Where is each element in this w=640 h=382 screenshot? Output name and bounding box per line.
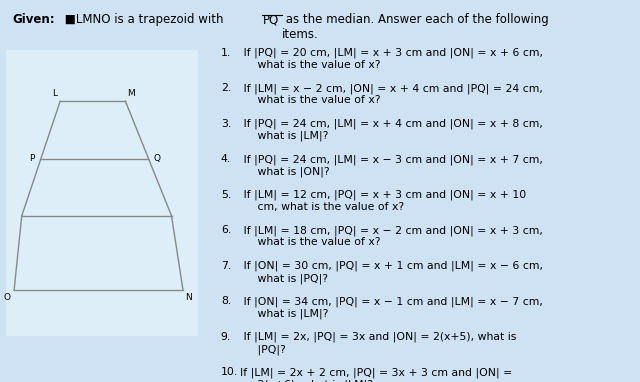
- Text: 3.: 3.: [221, 119, 231, 129]
- Text: PQ: PQ: [262, 13, 278, 26]
- Text: If |ON| = 30 cm, |PQ| = x + 1 cm and |LM| = x − 6 cm,
     what is |PQ|?: If |ON| = 30 cm, |PQ| = x + 1 cm and |LM…: [240, 261, 543, 283]
- Text: If |LM| = 2x + 2 cm, |PQ| = 3x + 3 cm and |ON| =
     2(x+6), what is |LM|?: If |LM| = 2x + 2 cm, |PQ| = 3x + 3 cm an…: [240, 367, 512, 382]
- Text: If |LM| = 2x, |PQ| = 3x and |ON| = 2(x+5), what is
     |PQ|?: If |LM| = 2x, |PQ| = 3x and |ON| = 2(x+5…: [240, 332, 516, 354]
- Text: M: M: [127, 89, 135, 98]
- Text: 6.: 6.: [221, 225, 231, 235]
- Text: O: O: [3, 293, 10, 303]
- Text: 2.: 2.: [221, 83, 231, 93]
- Text: If |ON| = 34 cm, |PQ| = x − 1 cm and |LM| = x − 7 cm,
     what is |LM|?: If |ON| = 34 cm, |PQ| = x − 1 cm and |LM…: [240, 296, 543, 319]
- Text: 1.: 1.: [221, 48, 231, 58]
- FancyBboxPatch shape: [6, 50, 198, 336]
- Text: Given:: Given:: [13, 13, 56, 26]
- Text: ■LMNO is a trapezoid with: ■LMNO is a trapezoid with: [61, 13, 227, 26]
- Text: 5.: 5.: [221, 190, 231, 200]
- Text: 4.: 4.: [221, 154, 231, 164]
- Text: as the median. Answer each of the following
items.: as the median. Answer each of the follow…: [282, 13, 549, 41]
- Text: 9.: 9.: [221, 332, 231, 342]
- Text: If |PQ| = 24 cm, |LM| = x + 4 cm and |ON| = x + 8 cm,
     what is |LM|?: If |PQ| = 24 cm, |LM| = x + 4 cm and |ON…: [240, 119, 543, 141]
- Text: If |LM| = 12 cm, |PQ| = x + 3 cm and |ON| = x + 10
     cm, what is the value of: If |LM| = 12 cm, |PQ| = x + 3 cm and |ON…: [240, 190, 526, 212]
- Text: Q: Q: [154, 154, 161, 163]
- Text: If |PQ| = 24 cm, |LM| = x − 3 cm and |ON| = x + 7 cm,
     what is |ON|?: If |PQ| = 24 cm, |LM| = x − 3 cm and |ON…: [240, 154, 543, 177]
- Text: 8.: 8.: [221, 296, 231, 306]
- Text: L: L: [52, 89, 57, 98]
- Text: 10.: 10.: [221, 367, 238, 377]
- Text: If |LM| = x − 2 cm, |ON| = x + 4 cm and |PQ| = 24 cm,
     what is the value of : If |LM| = x − 2 cm, |ON| = x + 4 cm and …: [240, 83, 543, 105]
- Text: P: P: [29, 154, 35, 163]
- Text: If |PQ| = 20 cm, |LM| = x + 3 cm and |ON| = x + 6 cm,
     what is the value of : If |PQ| = 20 cm, |LM| = x + 3 cm and |ON…: [240, 48, 543, 70]
- Text: If |LM| = 18 cm, |PQ| = x − 2 cm and |ON| = x + 3 cm,
     what is the value of : If |LM| = 18 cm, |PQ| = x − 2 cm and |ON…: [240, 225, 543, 248]
- Text: 7.: 7.: [221, 261, 231, 271]
- Text: N: N: [186, 293, 193, 303]
